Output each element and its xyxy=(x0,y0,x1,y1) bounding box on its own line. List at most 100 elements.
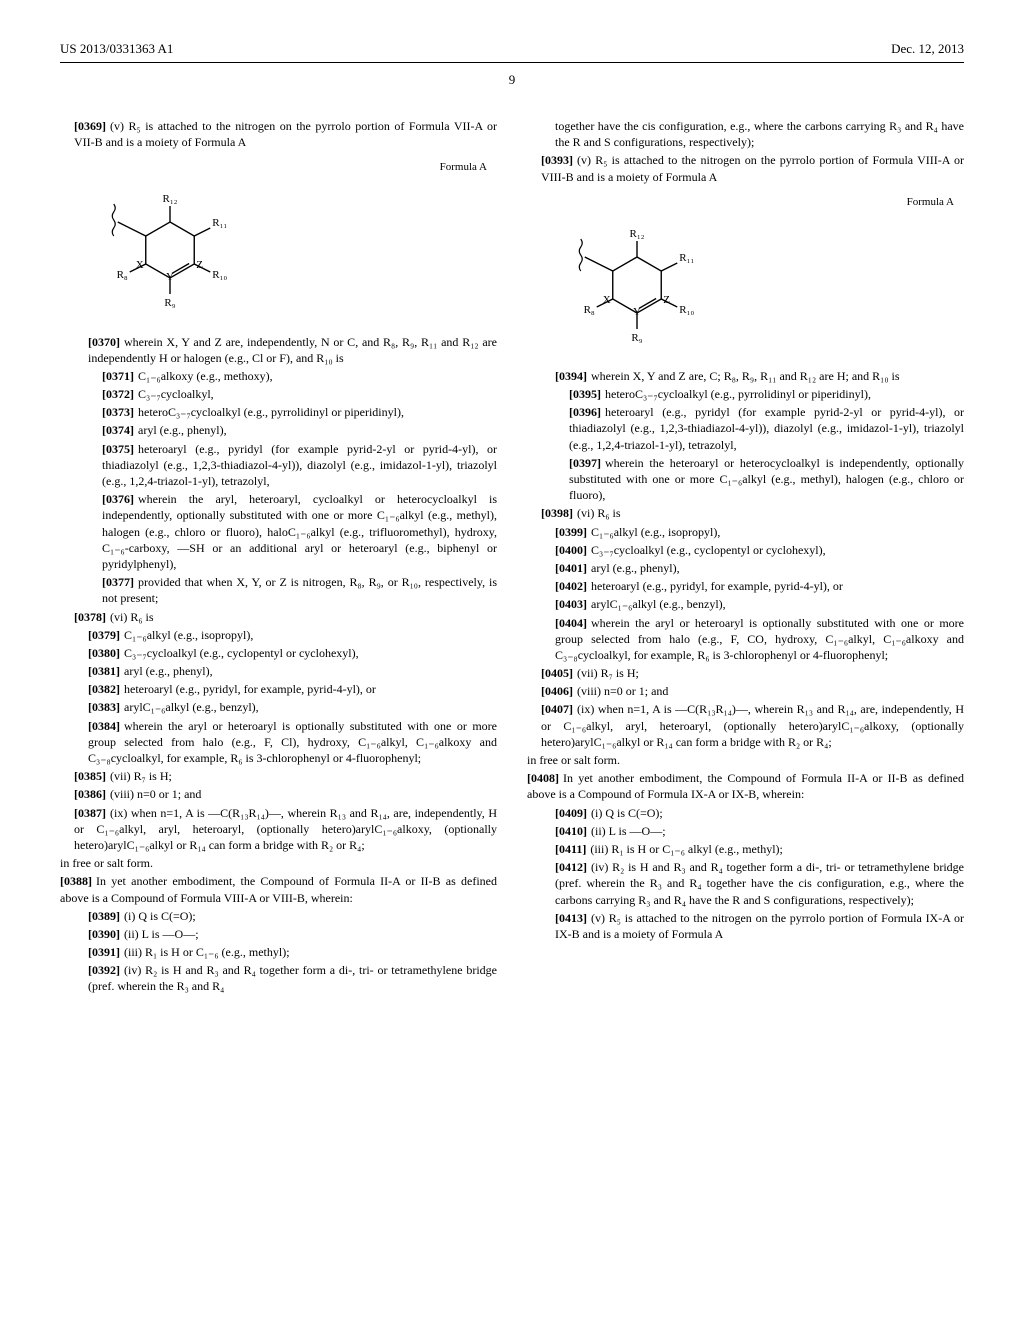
paragraph-number: [0405] xyxy=(541,666,573,680)
paragraph-number: [0378] xyxy=(74,610,106,624)
formula-a-block: Formula A XYZR₁₂R₁₁R₁₀R₉R₈ xyxy=(60,160,497,333)
paragraph-text: (iii) R₁ is H or C₁₋₆ alkyl (e.g., methy… xyxy=(590,842,783,856)
paragraph: [0405](vii) R₇ is H; xyxy=(527,665,964,681)
paragraph-text: (iii) R₁ is H or C₁₋₆ (e.g., methyl); xyxy=(124,945,290,959)
paragraph-text: heteroC₃₋₇cycloalkyl (e.g., pyrrolidinyl… xyxy=(138,405,404,419)
paragraph-number: [0388] xyxy=(60,874,92,888)
right-column: together have the cis configuration, e.g… xyxy=(527,118,964,997)
paragraph-text: heteroaryl (e.g., pyridyl, for example, … xyxy=(124,682,376,696)
paragraph-number: [0402] xyxy=(555,579,587,593)
paragraph-number: [0412] xyxy=(555,860,587,874)
paragraph-number: [0394] xyxy=(555,369,587,383)
paragraph-number: [0404] xyxy=(555,616,587,630)
paragraph: [0409](i) Q is C(=O); xyxy=(527,805,964,821)
paragraph-number: [0370] xyxy=(88,335,120,349)
paragraph-text: C₁₋₆alkyl (e.g., isopropyl), xyxy=(591,525,720,539)
formula-a-diagram: XYZR₁₂R₁₁R₁₀R₉R₈ xyxy=(60,185,260,315)
paragraph-number: [0397] xyxy=(569,456,601,470)
left-column: [0369](v) R₅ is attached to the nitrogen… xyxy=(60,118,497,997)
paragraph-number: [0376] xyxy=(102,492,134,506)
paragraph-text: C₃₋₇cycloalkyl (e.g., cyclopentyl or cyc… xyxy=(591,543,826,557)
patent-number: US 2013/0331363 A1 xyxy=(60,40,173,58)
paragraph-number: [0411] xyxy=(555,842,586,856)
paragraph-text: (ix) when n=1, A is —C(R₁₃R₁₄)—, wherein… xyxy=(74,806,497,852)
paragraph-number: [0377] xyxy=(102,575,134,589)
paragraph-text: (iv) R₂ is H and R₃ and R₄ together form… xyxy=(555,860,964,906)
paragraph-text: (vii) R₇ is H; xyxy=(110,769,172,783)
paragraph-text: (v) R₅ is attached to the nitrogen on th… xyxy=(555,911,964,941)
paragraph-number: [0386] xyxy=(74,787,106,801)
paragraph: [0379] C₁₋₆alkyl (e.g., isopropyl), xyxy=(60,627,497,643)
paragraph-text: (i) Q is C(=O); xyxy=(124,909,196,923)
paragraph-text: (viii) n=0 or 1; and xyxy=(577,684,668,698)
paragraph-number: [0374] xyxy=(102,423,134,437)
page-number: 9 xyxy=(60,71,964,89)
paragraph-number: [0380] xyxy=(88,646,120,660)
paragraph-text: C₃₋₇cycloalkyl, xyxy=(138,387,214,401)
paragraph: [0398](vi) R₆ is xyxy=(527,505,964,521)
paragraph: [0413](v) R₅ is attached to the nitrogen… xyxy=(527,910,964,942)
paragraph-number: [0400] xyxy=(555,543,587,557)
paragraph: [0399]C₁₋₆alkyl (e.g., isopropyl), xyxy=(527,524,964,540)
paragraph: [0385] (vii) R₇ is H; xyxy=(60,768,497,784)
svg-text:R₈: R₈ xyxy=(584,304,595,316)
paragraph-text: (v) R₅ is attached to the nitrogen on th… xyxy=(541,153,964,183)
paragraph: [0412](iv) R₂ is H and R₃ and R₄ togethe… xyxy=(527,859,964,908)
paragraph-text: (ii) L is —O—; xyxy=(591,824,666,838)
paragraph-text: (ii) L is —O—; xyxy=(124,927,199,941)
paragraph-number: [0387] xyxy=(74,806,106,820)
paragraph-text: (v) R₅ is attached to the nitrogen on th… xyxy=(74,119,497,149)
paragraph-number: [0381] xyxy=(88,664,120,678)
svg-text:R₁₂: R₁₂ xyxy=(629,228,644,240)
content-columns: [0369](v) R₅ is attached to the nitrogen… xyxy=(60,118,964,997)
paragraph-text: In yet another embodiment, the Compound … xyxy=(527,771,964,801)
paragraph-text: arylC₁₋₆alkyl (e.g., benzyl), xyxy=(124,700,259,714)
paragraph-text: wherein the heteroaryl or heterocycloalk… xyxy=(569,456,964,502)
paragraph: [0400] C₃₋₇cycloalkyl (e.g., cyclopentyl … xyxy=(527,542,964,558)
paragraph-number: [0389] xyxy=(88,909,120,923)
paragraph: [0369](v) R₅ is attached to the nitrogen… xyxy=(60,118,497,150)
formula-a-diagram: XYZR₁₂R₁₁R₁₀R₉R₈ xyxy=(527,220,727,350)
paragraph-text: heteroaryl (e.g., pyridyl (for example p… xyxy=(569,405,964,451)
paragraph: [0382] heteroaryl (e.g., pyridyl, for exa… xyxy=(60,681,497,697)
paragraph: [0377]provided that when X, Y, or Z is n… xyxy=(60,574,497,606)
svg-text:R₁₀: R₁₀ xyxy=(679,304,694,316)
paragraph-text: (viii) n=0 or 1; and xyxy=(110,787,201,801)
paragraph-text: aryl (e.g., phenyl), xyxy=(124,664,213,678)
paragraph-number: [0371] xyxy=(102,369,134,383)
page-header: US 2013/0331363 A1 Dec. 12, 2013 xyxy=(60,40,964,63)
paragraph: [0389] (i) Q is C(=O); xyxy=(60,908,497,924)
paragraph-number: [0379] xyxy=(88,628,120,642)
paragraph: [0383]arylC₁₋₆alkyl (e.g., benzyl), xyxy=(60,699,497,715)
paragraph-text: together have the cis configuration, e.g… xyxy=(555,119,964,149)
paragraph-text: heteroaryl (e.g., pyridyl (for example p… xyxy=(102,442,497,488)
svg-text:R₉: R₉ xyxy=(164,297,175,309)
paragraph: in free or salt form. xyxy=(527,752,964,768)
paragraph-number: [0410] xyxy=(555,824,587,838)
paragraph-text: (ix) when n=1, A is —C(R₁₃R₁₄)—, wherein… xyxy=(541,702,964,748)
paragraph-number: [0382] xyxy=(88,682,120,696)
paragraph-number: [0391] xyxy=(88,945,120,959)
paragraph-number: [0385] xyxy=(74,769,106,783)
paragraph-text: In yet another embodiment, the Compound … xyxy=(60,874,497,904)
paragraph: [0395]heteroC₃₋₇cycloalkyl (e.g., pyrrol… xyxy=(527,386,964,402)
paragraph-number: [0392] xyxy=(88,963,120,977)
formula-label: Formula A xyxy=(527,195,964,210)
paragraph-text: wherein X, Y and Z are, C; R₈, R₉, R₁₁ a… xyxy=(591,369,900,383)
paragraph: [0411] (iii) R₁ is H or C₁₋₆ alkyl (e.g.,… xyxy=(527,841,964,857)
paragraph: [0396]heteroaryl (e.g., pyridyl (for exa… xyxy=(527,404,964,453)
paragraph-text: wherein X, Y and Z are, independently, N… xyxy=(88,335,497,365)
paragraph: [0378](vi) R₆ is xyxy=(60,609,497,625)
paragraph-number: [0408] xyxy=(527,771,559,785)
paragraph-number: [0375] xyxy=(102,442,134,456)
formula-label: Formula A xyxy=(60,160,497,175)
paragraph-number: [0406] xyxy=(541,684,573,698)
paragraph-text: aryl (e.g., phenyl), xyxy=(591,561,680,575)
paragraph: [0387](ix) when n=1, A is —C(R₁₃R₁₄)—, w… xyxy=(60,805,497,854)
paragraph: [0403]arylC₁₋₆alkyl (e.g., benzyl), xyxy=(527,596,964,612)
paragraph: [0392](iv) R₂ is H and R₃ and R₄ togethe… xyxy=(60,962,497,994)
paragraph-text: aryl (e.g., phenyl), xyxy=(138,423,227,437)
svg-text:R₁₂: R₁₂ xyxy=(162,193,177,205)
paragraph: [0371]C₁₋₆alkoxy (e.g., methoxy), xyxy=(60,368,497,384)
paragraph-text: C₁₋₆alkyl (e.g., isopropyl), xyxy=(124,628,253,642)
